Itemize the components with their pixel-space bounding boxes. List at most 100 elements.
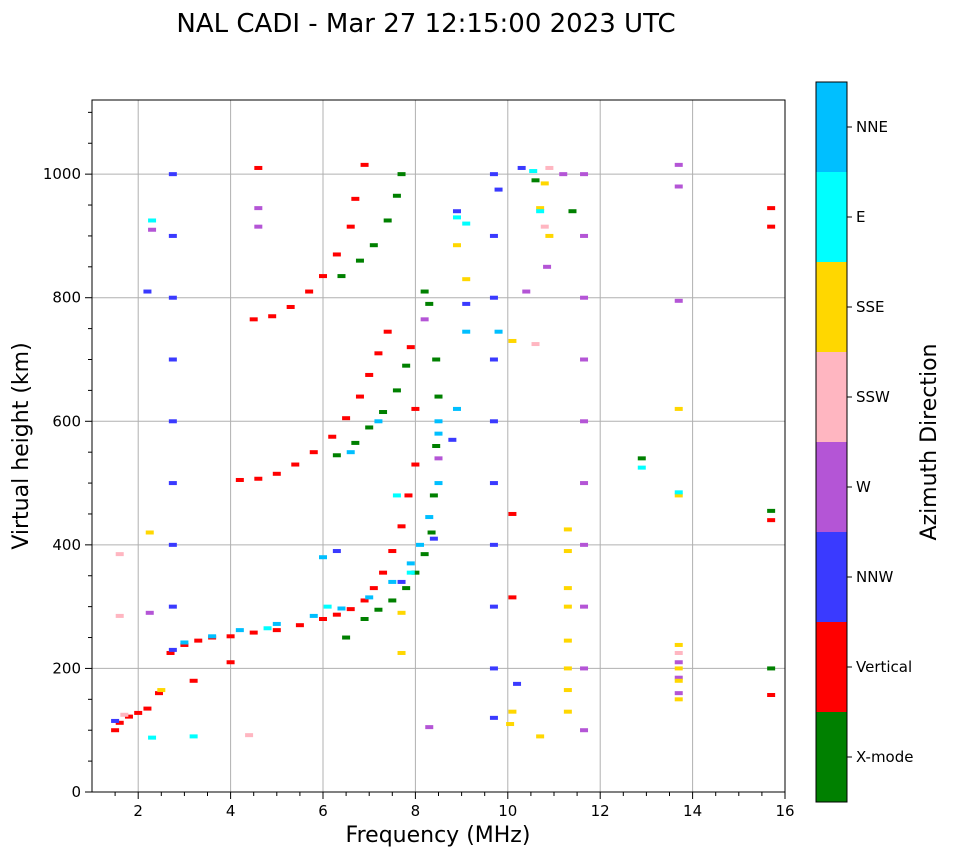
data-point: [379, 410, 388, 415]
y-tick-label: 600: [52, 412, 81, 430]
data-point: [674, 660, 683, 665]
data-point: [346, 607, 355, 612]
data-point: [226, 660, 235, 665]
colorbar-label-nnw: NNW: [856, 568, 893, 586]
data-point: [148, 218, 157, 223]
data-point: [674, 691, 683, 696]
colorbar-segment: [816, 352, 847, 442]
data-point: [489, 604, 498, 609]
x-tick-label: 10: [498, 802, 517, 820]
data-point: [374, 419, 383, 424]
data-point: [145, 610, 154, 615]
y-tick-label: 0: [71, 783, 81, 801]
data-point: [305, 289, 314, 294]
data-point: [425, 515, 434, 520]
y-tick-label: 400: [52, 536, 81, 554]
data-point: [154, 691, 163, 696]
x-tick-label: 2: [133, 802, 143, 820]
data-point: [369, 243, 378, 248]
data-point: [245, 733, 254, 738]
data-point: [506, 722, 515, 727]
data-point: [406, 561, 415, 566]
data-point: [452, 209, 461, 214]
data-point: [235, 628, 244, 633]
data-point: [406, 345, 415, 350]
colorbar-label-ssw: SSW: [856, 388, 890, 406]
data-point: [580, 172, 589, 177]
data-point: [168, 481, 177, 486]
data-point: [397, 172, 406, 177]
data-point: [180, 642, 189, 647]
data-point: [489, 542, 498, 547]
data-point: [402, 363, 411, 368]
data-point: [168, 542, 177, 547]
data-point: [309, 613, 318, 618]
data-point: [402, 586, 411, 591]
data-point: [392, 193, 401, 198]
data-point: [189, 678, 198, 683]
colorbar-segment: [816, 532, 847, 622]
data-point: [637, 465, 646, 470]
data-point: [545, 233, 554, 238]
data-point: [226, 634, 235, 639]
colorbar-label-e: E: [856, 208, 865, 226]
colorbar-segment: [816, 712, 847, 802]
data-point: [111, 728, 120, 733]
data-point: [432, 357, 441, 362]
data-point: [580, 295, 589, 300]
data-point: [379, 570, 388, 575]
data-point: [208, 634, 217, 639]
data-point: [462, 221, 471, 226]
colorbar-legend: X-mode Vertical NNW W SSW SSE E NNE: [815, 81, 913, 803]
data-point: [536, 206, 545, 211]
data-point: [168, 172, 177, 177]
data-point: [337, 274, 346, 279]
data-point: [674, 162, 683, 167]
data-points: [111, 162, 776, 740]
data-point: [434, 481, 443, 486]
data-point: [115, 552, 124, 557]
data-point: [489, 715, 498, 720]
data-point: [388, 598, 397, 603]
data-point: [404, 493, 413, 498]
data-point: [168, 233, 177, 238]
data-point: [397, 524, 406, 529]
data-point: [397, 610, 406, 615]
data-point: [309, 450, 318, 455]
data-point: [406, 570, 415, 575]
data-point: [427, 530, 436, 535]
data-point: [494, 187, 503, 192]
x-axis-label: Frequency (MHz): [346, 823, 531, 848]
data-point: [332, 252, 341, 257]
data-point: [120, 712, 129, 717]
data-point: [392, 388, 401, 393]
data-point: [489, 419, 498, 424]
data-point: [531, 178, 540, 183]
data-point: [148, 227, 157, 232]
data-point: [563, 527, 572, 532]
y-tick-label: 200: [52, 659, 81, 677]
y-tick-label: 1000: [43, 165, 81, 183]
data-point: [420, 289, 429, 294]
x-tick-label: 14: [683, 802, 702, 820]
data-point: [508, 709, 517, 714]
data-point: [434, 456, 443, 461]
data-point: [767, 224, 776, 229]
data-point: [489, 481, 498, 486]
data-point: [168, 419, 177, 424]
colorbar-segment: [816, 262, 847, 352]
data-point: [489, 357, 498, 362]
colorbar-segment: [816, 442, 847, 532]
colorbar-segment: [816, 82, 847, 172]
data-point: [374, 351, 383, 356]
y-tick-label: 800: [52, 289, 81, 307]
colorbar-label-vertical: Vertical: [856, 658, 912, 676]
data-point: [563, 638, 572, 643]
data-point: [111, 718, 120, 723]
data-point: [145, 530, 154, 535]
data-point: [508, 595, 517, 600]
data-point: [115, 613, 124, 618]
data-point: [383, 329, 392, 334]
data-point: [411, 406, 420, 411]
